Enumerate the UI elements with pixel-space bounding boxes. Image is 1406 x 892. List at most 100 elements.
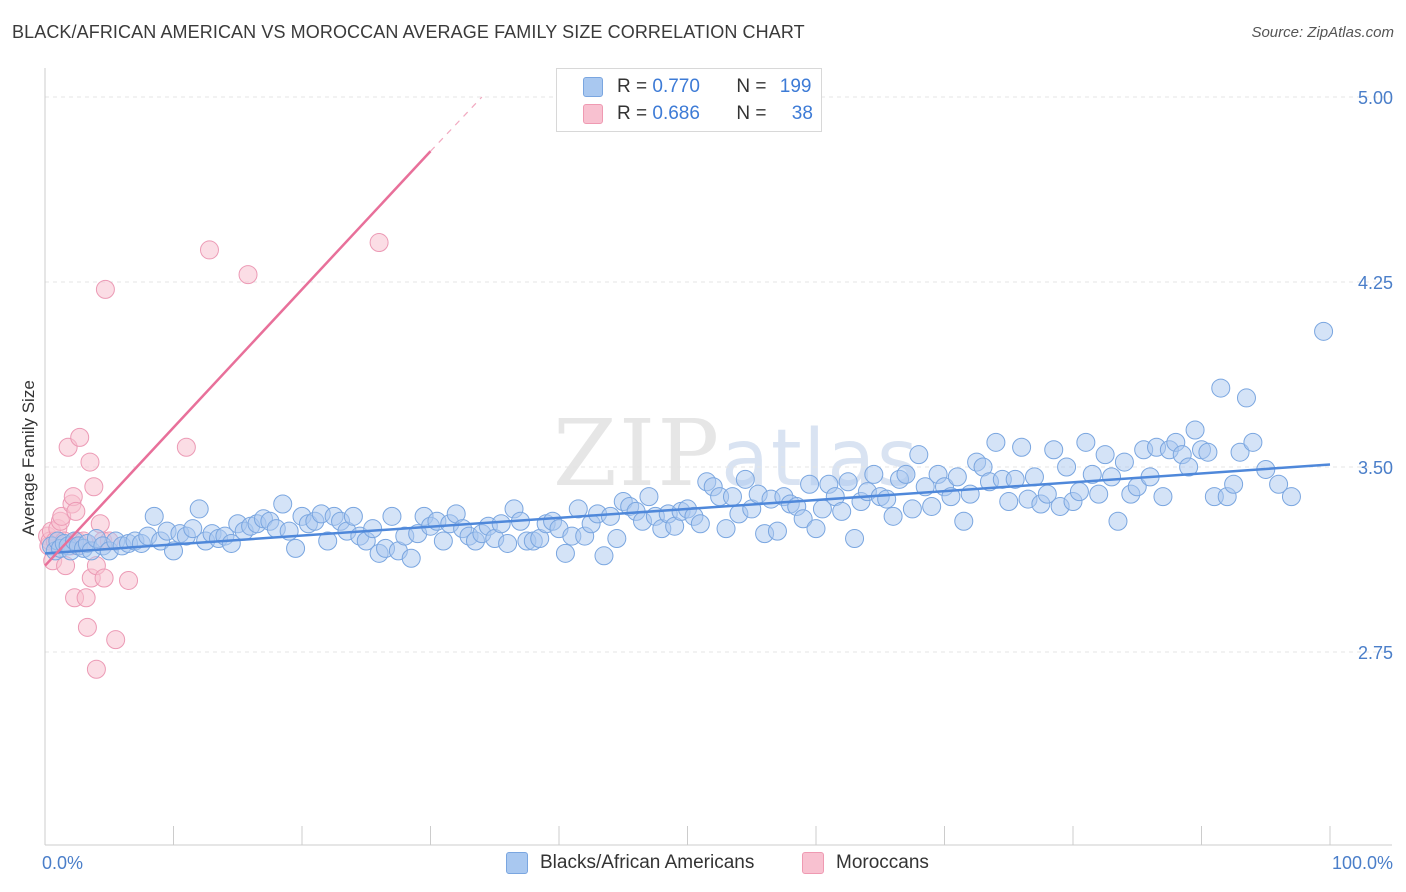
y-axis-label: Average Family Size [19, 380, 38, 536]
black-point [877, 489, 897, 509]
black-point [1089, 484, 1109, 504]
black-point [144, 506, 164, 526]
source-label: Source: ZipAtlas.com [1251, 24, 1394, 41]
black-point [922, 496, 942, 516]
black-point [555, 543, 575, 563]
black-point [1024, 467, 1044, 487]
black-point [1198, 442, 1218, 462]
black-point [639, 487, 659, 507]
bottom-legend-moroccans[interactable]: Moroccans [802, 852, 929, 874]
black-point [864, 464, 884, 484]
black-point [1012, 437, 1032, 457]
black-point [1179, 457, 1199, 477]
legend-row-moroccans: R = 0.686 N = 38 [583, 102, 813, 126]
black-point [607, 529, 627, 549]
moroccan-point [369, 233, 389, 253]
black-point [1069, 482, 1089, 502]
black-point [800, 474, 820, 494]
regression-lines [44, 96, 1331, 567]
black-point [909, 445, 929, 465]
black-point [1082, 464, 1102, 484]
y-tick-label: 4.25 [1358, 273, 1393, 293]
black-point [883, 506, 903, 526]
axes [44, 68, 1392, 846]
moroccan-point [76, 588, 96, 608]
watermark-zip: ZIP [553, 400, 722, 507]
black-point [1005, 469, 1025, 489]
black-point [1269, 474, 1289, 494]
bottom-legend-blacks[interactable]: Blacks/African Americans [506, 852, 754, 874]
black-point [902, 499, 922, 519]
bottom-legend-label-moroccans: Moroccans [836, 852, 929, 873]
black-point [433, 531, 453, 551]
black-point [986, 432, 1006, 452]
black-point [1236, 388, 1256, 408]
black-point [999, 492, 1019, 512]
black-point [401, 548, 421, 568]
black-point [594, 546, 614, 566]
black-point [1185, 420, 1205, 440]
black-point [722, 487, 742, 507]
legend-n-label: N = [736, 103, 767, 124]
moroccan-point [86, 659, 106, 679]
black-point [286, 538, 306, 558]
black-point [845, 529, 865, 549]
axis-labels: 2.75 3.50 4.25 5.00 0.0% 100.0% Average Family… [19, 88, 1393, 873]
black-point [896, 464, 916, 484]
bottom-legend-label-blacks: Blacks/African Americans [540, 852, 755, 873]
y-tick-label: 5.00 [1358, 88, 1393, 108]
blacks-points [41, 321, 1334, 568]
moroccan-point [80, 452, 100, 472]
black-point [954, 511, 974, 531]
black-point [1230, 442, 1250, 462]
black-point [1153, 487, 1173, 507]
moroccan-point [70, 427, 90, 447]
moroccan-point [176, 437, 196, 457]
black-point [1211, 378, 1231, 398]
gridlines [45, 96, 1392, 653]
black-point [1314, 321, 1334, 341]
moroccan-point [84, 477, 104, 497]
legend-r-value: 0.686 [652, 103, 700, 124]
moroccan-point [95, 279, 115, 299]
moroccans-regression-extension [430, 96, 483, 152]
bottom-legend-swatch-moroccans [802, 852, 824, 874]
black-point [947, 467, 967, 487]
black-point [1281, 487, 1301, 507]
black-point [363, 519, 383, 539]
black-point [1044, 440, 1064, 460]
legend-swatch-blacks [583, 77, 603, 97]
black-point [716, 519, 736, 539]
black-point [1095, 445, 1115, 465]
moroccan-point [77, 617, 97, 637]
black-point [1243, 432, 1263, 452]
legend-n-value: 199 [779, 76, 812, 97]
legend-n-label: N = [736, 76, 767, 97]
black-point [1102, 467, 1122, 487]
legend-row-blacks: R = 0.770 N = 199 [583, 75, 811, 99]
black-point [1076, 432, 1096, 452]
x-tick-label: 0.0% [42, 853, 83, 873]
y-tick-label: 2.75 [1358, 643, 1393, 663]
stats-legend: R = 0.770 N = 199 R = 0.686 N = 38 [556, 68, 822, 132]
black-point [690, 514, 710, 534]
black-point [1108, 511, 1128, 531]
black-point [189, 499, 209, 519]
moroccan-point [199, 240, 219, 260]
legend-swatch-moroccans [583, 104, 603, 124]
black-point [273, 494, 293, 514]
y-tick-label: 3.50 [1358, 458, 1393, 478]
black-point [838, 472, 858, 492]
legend-r-label: R = [617, 103, 648, 124]
black-point [767, 521, 787, 541]
moroccan-point [119, 570, 139, 590]
moroccans-points [38, 233, 389, 679]
black-point [183, 519, 203, 539]
legend-n-value: 38 [791, 103, 813, 124]
black-point [1114, 452, 1134, 472]
black-point [498, 533, 518, 553]
black-point [1224, 474, 1244, 494]
black-point [793, 509, 813, 529]
bottom-legend-swatch-blacks [506, 852, 528, 874]
